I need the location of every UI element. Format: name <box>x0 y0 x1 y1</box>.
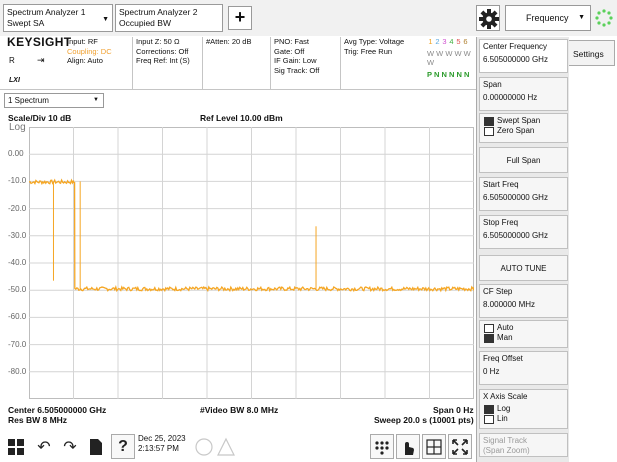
y-tick-label: 0.00 <box>8 149 24 159</box>
start-freq-control[interactable]: Start Freq 6.505000000 GHz <box>479 177 568 211</box>
freq-offset-control[interactable]: Freq Offset 0 Hz <box>479 351 568 385</box>
radio-empty-icon <box>484 324 494 333</box>
chevron-down-icon: ▼ <box>578 14 585 21</box>
tab-subtitle: Swept SA <box>7 18 45 28</box>
signal-track-control[interactable]: Signal Track (Span Zoom) <box>479 433 568 457</box>
auto-tune-button[interactable]: AUTO TUNE <box>479 255 568 281</box>
impedance-settings: Input Z: 50 Ω Corrections: Off Freq Ref:… <box>132 37 190 89</box>
redo-icon[interactable]: ↷ <box>63 438 77 456</box>
trace-types: W W W W W W <box>427 48 471 68</box>
cf-step-mode-toggle[interactable]: Auto Man <box>479 320 568 348</box>
tab-spectrum-analyzer-2[interactable]: Spectrum Analyzer 2 Occupied BW <box>115 4 223 32</box>
span-mode-toggle[interactable]: Swept Span Zero Span <box>479 113 568 143</box>
center-frequency-control[interactable]: Center Frequency 6.505000000 GHz <box>479 39 568 73</box>
y-tick-label: -50.0 <box>8 285 27 295</box>
tab-title: Spectrum Analyzer 2 <box>119 7 198 17</box>
lxi-indicator: LXI <box>9 77 20 84</box>
date-time: Dec 25, 2023 2:13:57 PM <box>138 434 186 453</box>
busy-indicator-icon <box>594 5 614 31</box>
settings-panel[interactable]: KEYSIGHT R ⇥ LXI Input: RF Coupling: DC … <box>0 36 476 90</box>
radio-filled-icon <box>484 117 494 126</box>
gate-settings: PNO: Fast Gate: Off IF Gain: Low Sig Tra… <box>270 37 319 89</box>
center-frequency-readout: Center 6.505000000 GHz <box>8 405 107 415</box>
x-axis-scale-control[interactable]: X Axis Scale Log Lin <box>479 389 568 429</box>
radio-filled-icon <box>484 334 494 343</box>
tab-bar: Spectrum Analyzer 1 Swept SA ▼ Spectrum … <box>0 0 617 36</box>
touch-icon[interactable] <box>396 434 420 459</box>
brand-logo: KEYSIGHT <box>7 35 72 49</box>
res-bw-readout: Res BW 8 MHz <box>8 415 68 425</box>
stop-freq-control[interactable]: Stop Freq 6.505000000 GHz <box>479 215 568 249</box>
y-tick-label: -40.0 <box>8 258 27 267</box>
remote-indicator: R <box>9 56 15 65</box>
tab-spectrum-analyzer-1[interactable]: Spectrum Analyzer 1 Swept SA ▼ <box>3 4 113 32</box>
trace-line-1 <box>29 178 474 293</box>
triangle-shape-icon[interactable] <box>214 434 238 459</box>
undo-icon[interactable]: ↶ <box>37 438 51 456</box>
y-tick-label: -10.0 <box>8 176 27 186</box>
radio-empty-icon <box>484 415 494 424</box>
sweep-readout: Sweep 20.0 s (10001 pts) <box>374 415 474 425</box>
window-layout-icon[interactable] <box>422 434 446 459</box>
scale-label: Scale/Div 10 dB <box>8 113 72 123</box>
add-tab-button[interactable]: + <box>228 6 252 30</box>
bottom-toolbar: ↶ ↷ ? Dec 25, 2023 2:13:57 PM <box>0 431 476 462</box>
tab-title: Spectrum Analyzer 1 <box>7 7 86 17</box>
settings-side-tab[interactable]: Settings <box>569 40 615 66</box>
file-icon[interactable] <box>84 434 108 459</box>
man-option[interactable]: Man <box>483 333 564 343</box>
y-tick-label: -20.0 <box>8 203 27 213</box>
windows-icon[interactable] <box>4 434 28 459</box>
attenuation-settings: #Atten: 20 dB <box>202 37 251 89</box>
spectrum-plot[interactable] <box>29 127 474 399</box>
zero-span-option[interactable]: Zero Span <box>483 126 564 136</box>
y-tick-label: -30.0 <box>8 230 27 240</box>
tab-subtitle: Occupied BW <box>119 18 171 28</box>
input-settings: Input: RF Coupling: DC Align: Auto <box>67 37 112 65</box>
auto-option[interactable]: Auto <box>483 323 564 333</box>
swept-span-option[interactable]: Swept Span <box>483 116 564 126</box>
y-tick-label: -70.0 <box>8 339 27 349</box>
plot-canvas[interactable] <box>29 127 474 399</box>
cf-step-control[interactable]: CF Step 8.000000 MHz <box>479 284 568 318</box>
log-option[interactable]: Log <box>483 404 564 414</box>
window-select[interactable]: 1 Spectrum ▼ <box>4 93 104 108</box>
lin-option[interactable]: Lin <box>483 414 564 424</box>
help-icon[interactable]: ? <box>111 434 135 459</box>
keypad-icon[interactable] <box>370 434 394 459</box>
span-control[interactable]: Span 0.00000000 Hz <box>479 77 568 111</box>
radio-filled-icon <box>484 405 494 414</box>
menu-select[interactable]: Frequency ▼ <box>505 5 591 31</box>
y-tick-label: -80.0 <box>8 366 27 376</box>
radio-empty-icon <box>484 127 494 136</box>
window-select-value: 1 Spectrum <box>8 96 49 105</box>
frequency-menu-panel: Center Frequency 6.505000000 GHz Span 0.… <box>476 37 569 462</box>
log-label: Log <box>9 122 26 133</box>
connection-icon: ⇥ <box>37 55 45 65</box>
menu-select-value: Frequency <box>526 13 569 23</box>
chevron-down-icon: ▼ <box>102 16 109 23</box>
y-tick-label: -60.0 <box>8 312 27 322</box>
fullscreen-icon[interactable] <box>448 434 472 459</box>
span-readout: Span 0 Hz <box>433 405 474 415</box>
ref-level-label: Ref Level 10.00 dBm <box>200 113 283 123</box>
average-settings: Avg Type: Voltage Trig: Free Run <box>340 37 404 89</box>
video-bw-readout: #Video BW 8.0 MHz <box>200 405 279 415</box>
gear-icon[interactable] <box>476 5 500 31</box>
trace-detectors: P N N N N N <box>427 69 470 79</box>
circle-shape-icon[interactable] <box>192 434 216 459</box>
full-span-button[interactable]: Full Span <box>479 147 568 173</box>
chevron-down-icon: ▼ <box>93 97 99 103</box>
